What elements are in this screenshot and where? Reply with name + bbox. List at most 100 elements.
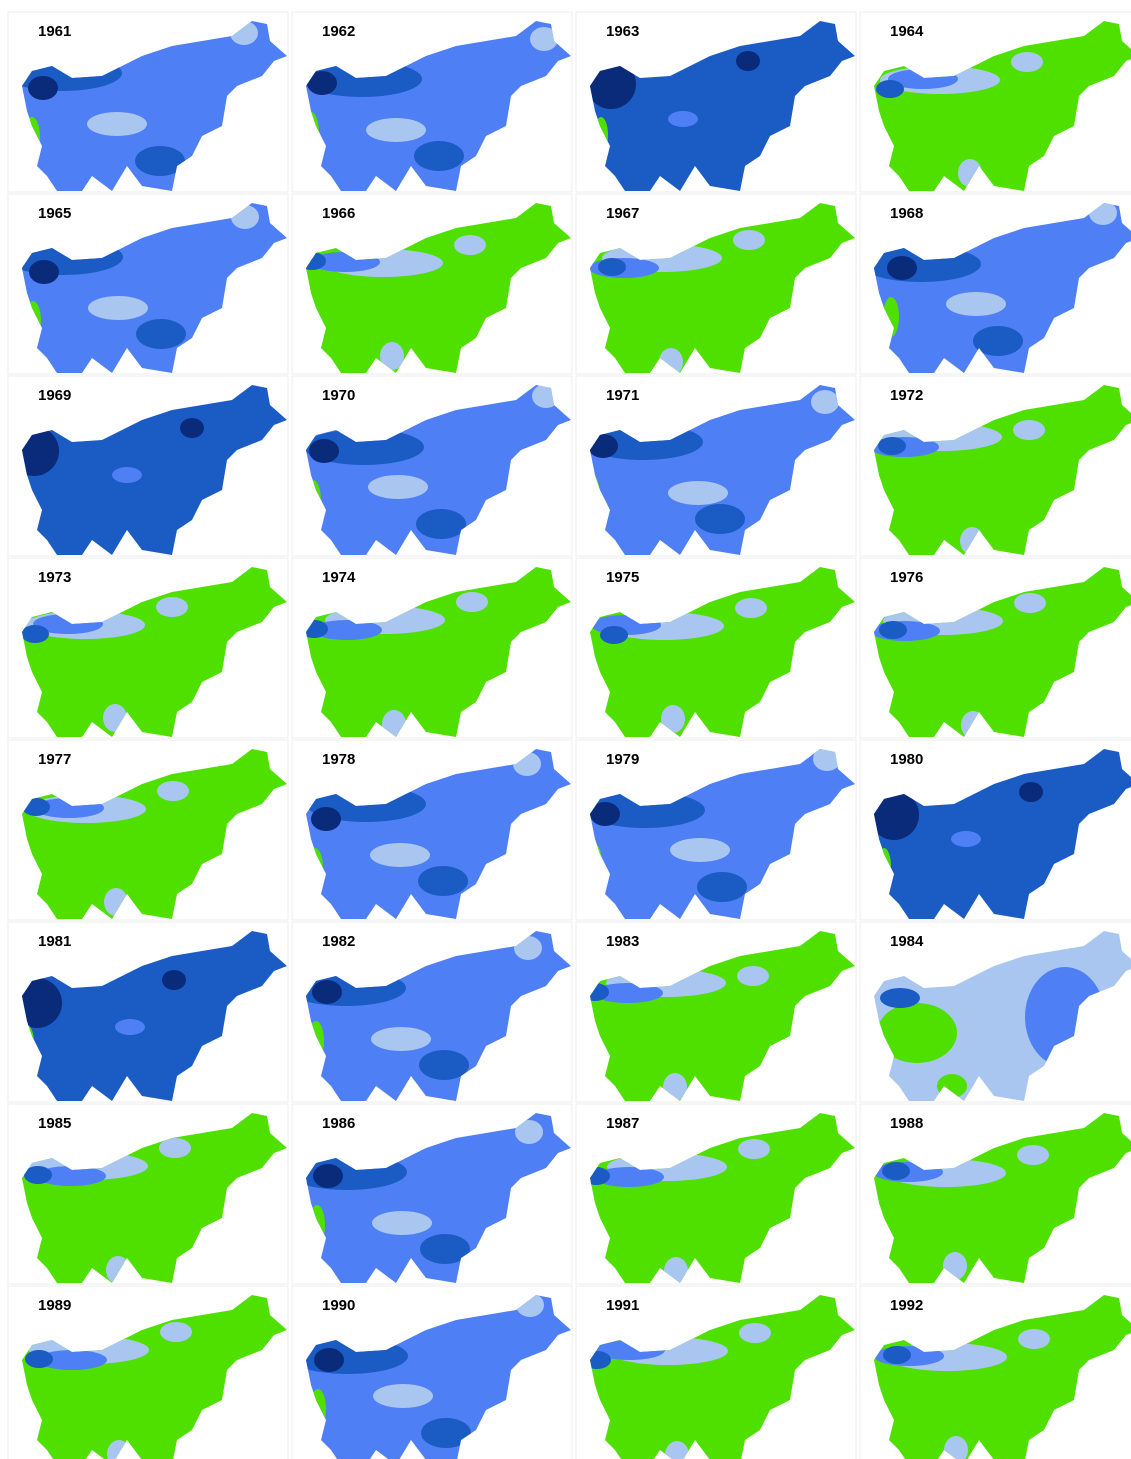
map-panel: 1969 xyxy=(7,375,289,557)
year-label: 1979 xyxy=(606,751,639,768)
map-outline xyxy=(22,1295,287,1459)
panel-border xyxy=(859,557,1131,739)
year-label: 1991 xyxy=(606,1297,639,1314)
panel-border xyxy=(575,193,857,375)
panel-border xyxy=(291,1285,573,1459)
contour-region xyxy=(418,866,468,896)
contour-region xyxy=(115,1019,145,1035)
panel-border xyxy=(291,375,573,557)
map-panel: 1987 xyxy=(575,1103,857,1285)
year-label: 1971 xyxy=(606,387,639,404)
panel-border xyxy=(291,1103,573,1285)
contour-region xyxy=(590,434,618,458)
map-panel: 1973 xyxy=(7,557,289,739)
contour-region xyxy=(312,620,382,640)
map xyxy=(874,567,1131,737)
panel-border xyxy=(291,921,573,1103)
contour-region xyxy=(88,296,148,320)
map-panel: 1985 xyxy=(7,1103,289,1285)
map xyxy=(874,749,1131,919)
contour-region xyxy=(1018,1329,1050,1349)
contour-region xyxy=(874,790,919,840)
contour-region xyxy=(1025,967,1105,1067)
map-outline xyxy=(22,385,287,555)
contour-region xyxy=(532,385,560,408)
contour-region xyxy=(880,988,920,1008)
map-outline xyxy=(874,21,1131,191)
panel-border xyxy=(859,375,1131,557)
map-panel: 1989 xyxy=(7,1285,289,1459)
contour-region xyxy=(306,970,406,1006)
contour-region xyxy=(883,1346,911,1364)
year-label: 1970 xyxy=(322,387,355,404)
contour-region xyxy=(230,21,258,45)
contour-region xyxy=(366,118,426,142)
contour-region xyxy=(160,1322,192,1342)
contour-region xyxy=(22,55,122,91)
map xyxy=(306,749,571,919)
year-label: 1980 xyxy=(890,751,923,768)
year-label: 1976 xyxy=(890,569,923,586)
map-panel: 1990 xyxy=(291,1285,573,1459)
contour-region xyxy=(668,481,728,505)
contour-region xyxy=(22,625,49,643)
map-panel: 1981 xyxy=(7,921,289,1103)
contour-region xyxy=(590,983,609,1001)
contour-region xyxy=(373,1384,433,1408)
map-panel: 1970 xyxy=(291,375,573,557)
contour-region xyxy=(180,418,204,438)
panel-border xyxy=(7,557,289,739)
map xyxy=(590,931,855,1101)
map-panel: 1971 xyxy=(575,375,857,557)
contour-region xyxy=(733,230,765,250)
panel-border xyxy=(575,1285,857,1459)
contour-region xyxy=(156,597,188,617)
year-label: 1987 xyxy=(606,1115,639,1132)
contour-region xyxy=(590,1351,611,1369)
map xyxy=(306,21,571,191)
year-label: 1961 xyxy=(38,23,71,40)
year-label: 1989 xyxy=(38,1297,71,1314)
contour-region xyxy=(306,620,328,638)
year-label: 1985 xyxy=(38,1115,71,1132)
map-panel: 1965 xyxy=(7,193,289,375)
contour-region xyxy=(136,319,186,349)
map-outline xyxy=(590,567,855,737)
map xyxy=(874,1295,1131,1459)
contour-region xyxy=(882,1162,910,1180)
contour-region xyxy=(309,439,339,463)
map xyxy=(590,385,855,555)
contour-region xyxy=(513,752,541,776)
map xyxy=(22,203,287,373)
year-label: 1986 xyxy=(322,1115,355,1132)
contour-region xyxy=(231,205,259,229)
contour-region xyxy=(695,504,745,534)
contour-region xyxy=(937,1074,967,1098)
contour-region xyxy=(514,936,542,960)
contour-region xyxy=(1017,1145,1049,1165)
contour-region xyxy=(739,1323,771,1343)
contour-region xyxy=(36,1166,106,1186)
contour-region xyxy=(670,838,730,862)
map-outline xyxy=(22,931,287,1101)
contour-region xyxy=(887,256,917,280)
map xyxy=(590,1295,855,1459)
contour-region xyxy=(420,1234,470,1264)
contour-region xyxy=(876,80,904,98)
contour-region xyxy=(306,252,326,270)
panel-border xyxy=(7,739,289,921)
contour-region xyxy=(1019,782,1043,802)
contour-region xyxy=(973,326,1023,356)
contour-region xyxy=(104,888,128,916)
contour-region xyxy=(958,159,982,187)
contour-region xyxy=(22,239,123,275)
contour-region xyxy=(22,484,31,520)
panel-border xyxy=(291,11,573,193)
map xyxy=(590,567,855,737)
map xyxy=(874,203,1131,373)
panel-border xyxy=(291,193,573,375)
contour-region xyxy=(311,807,341,831)
map xyxy=(22,385,287,555)
map-outline xyxy=(306,203,571,373)
panel-border xyxy=(575,921,857,1103)
